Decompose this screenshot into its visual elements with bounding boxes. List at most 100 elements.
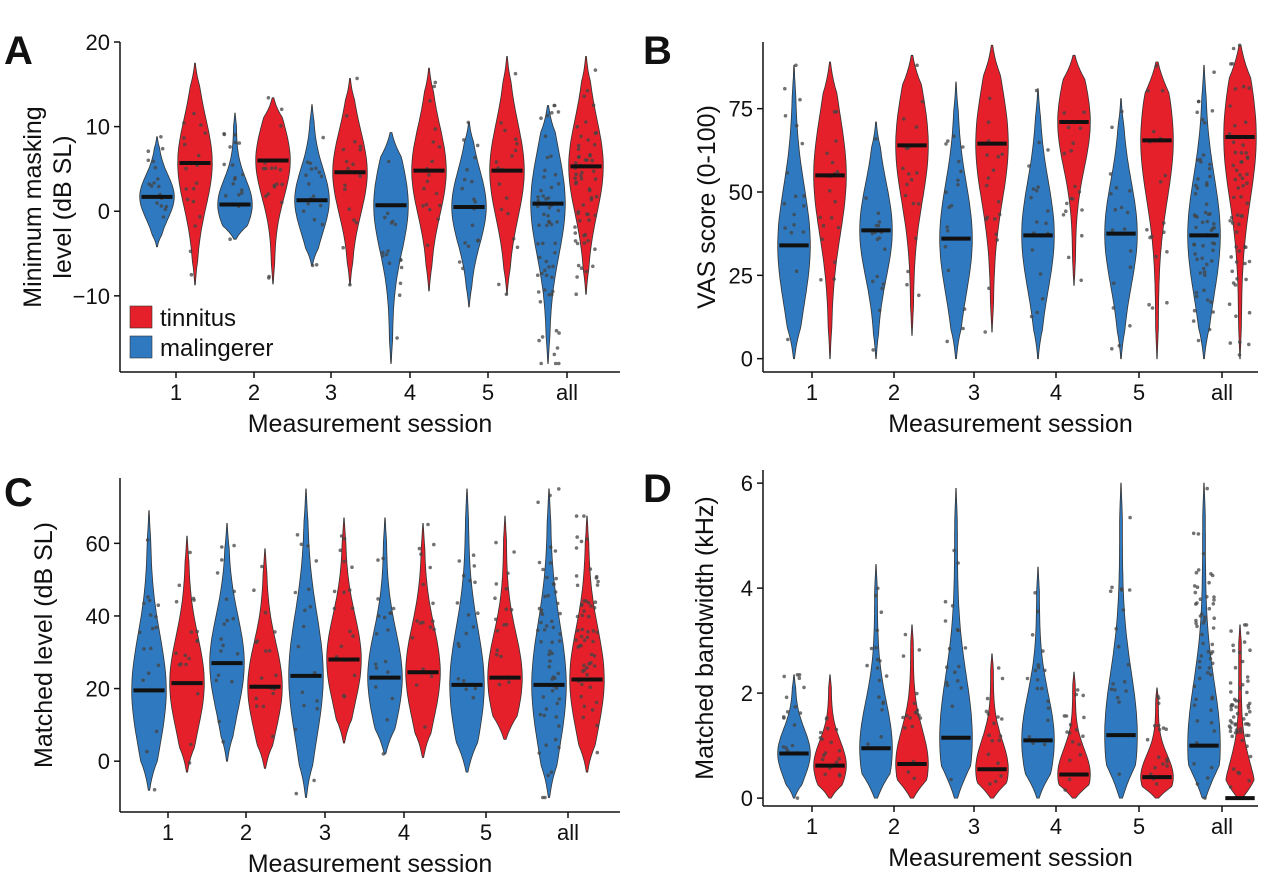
data-point: [497, 182, 502, 186]
data-point: [1205, 298, 1210, 302]
data-point: [310, 263, 315, 268]
data-point: [1231, 767, 1236, 771]
data-point: [554, 576, 558, 581]
data-point: [945, 683, 950, 688]
data-point: [1035, 678, 1040, 682]
data-point: [916, 202, 921, 206]
data-point: [1069, 149, 1073, 153]
violin-tinnitus-3: [975, 653, 1009, 799]
data-point: [232, 543, 236, 548]
data-point: [432, 542, 436, 547]
data-point: [574, 574, 579, 578]
data-point: [164, 204, 169, 209]
data-point: [1238, 650, 1242, 655]
data-point: [1194, 621, 1198, 626]
data-point: [1228, 726, 1233, 730]
data-point: [1079, 278, 1083, 283]
data-point: [539, 116, 543, 120]
data-point: [1235, 711, 1240, 716]
data-point: [1209, 721, 1214, 725]
data-point: [783, 114, 788, 118]
data-point: [909, 177, 914, 182]
data-point: [901, 117, 906, 121]
data-point: [986, 752, 991, 757]
data-point: [590, 708, 595, 712]
data-point: [151, 159, 156, 164]
data-point: [536, 242, 540, 246]
data-point: [1232, 697, 1237, 702]
data-point: [354, 220, 359, 225]
data-point: [913, 710, 918, 715]
data-point: [996, 199, 1001, 204]
data-point: [595, 750, 600, 755]
data-point: [1212, 226, 1217, 230]
data-point: [1153, 724, 1157, 728]
data-point: [591, 264, 595, 269]
data-point: [1229, 703, 1234, 707]
data-point: [146, 149, 151, 153]
data-point: [537, 223, 541, 227]
data-point: [428, 625, 433, 629]
data-point: [436, 217, 441, 221]
data-point: [429, 674, 434, 679]
data-point: [1034, 188, 1039, 193]
data-point: [877, 220, 882, 224]
data-point: [428, 99, 432, 103]
data-point: [457, 260, 462, 264]
data-point: [947, 205, 951, 209]
violin-tinnitus-2: [895, 624, 929, 799]
data-point: [547, 205, 552, 210]
data-point: [823, 772, 827, 777]
data-point: [352, 218, 356, 222]
data-point: [576, 143, 581, 148]
data-point: [423, 725, 427, 729]
data-point: [943, 619, 948, 623]
data-point: [538, 712, 543, 717]
data-point: [837, 756, 841, 761]
data-point: [1194, 225, 1198, 230]
data-point: [228, 145, 232, 149]
data-point: [801, 230, 806, 234]
data-point: [222, 132, 226, 136]
data-point: [1234, 705, 1238, 709]
data-point: [1154, 64, 1159, 68]
data-point: [586, 629, 590, 634]
data-point: [1195, 782, 1200, 786]
data-point: [415, 619, 419, 623]
legend: tinnitus malingerer: [129, 305, 273, 362]
data-point: [1165, 764, 1169, 768]
data-point: [1081, 734, 1085, 738]
data-point: [421, 667, 425, 671]
data-point: [1117, 772, 1121, 776]
violin-tinnitus-1: [169, 535, 205, 773]
data-point: [1128, 189, 1132, 193]
data-point: [946, 139, 950, 143]
data-point: [183, 653, 188, 658]
data-point: [1069, 196, 1074, 201]
data-point: [1212, 595, 1216, 599]
data-point: [374, 662, 378, 666]
data-point: [582, 638, 587, 643]
data-point: [536, 500, 540, 505]
data-point: [881, 282, 886, 286]
data-point: [553, 251, 557, 255]
data-point: [348, 283, 352, 287]
x-tick-label: 3: [319, 820, 331, 845]
data-point: [997, 212, 1002, 217]
data-point: [579, 176, 584, 181]
data-point: [461, 573, 466, 578]
data-point: [457, 559, 462, 563]
data-point: [1203, 796, 1207, 800]
data-point: [548, 545, 553, 549]
data-point: [866, 742, 870, 746]
violin-malingerer-3: [294, 104, 330, 266]
data-point: [1027, 735, 1032, 739]
data-point: [580, 613, 585, 618]
data-point: [836, 225, 841, 230]
data-point: [575, 614, 580, 619]
data-point: [551, 625, 556, 630]
data-point: [579, 539, 584, 544]
x-tick-label: 4: [398, 820, 410, 845]
data-point: [574, 638, 578, 642]
data-point: [315, 706, 320, 711]
